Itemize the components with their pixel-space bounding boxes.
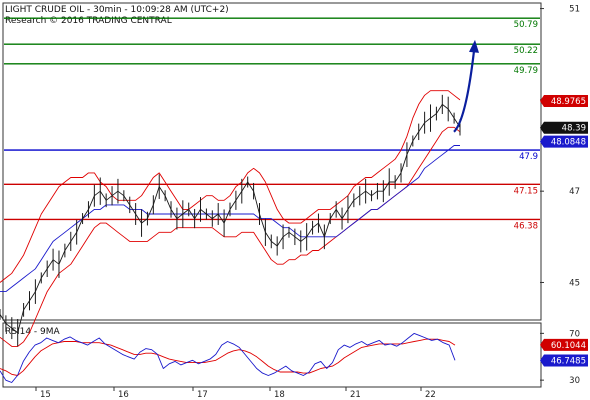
rsi-y-tick-label: 70 — [569, 329, 580, 339]
rsi-y-tick-label: 30 — [569, 376, 580, 386]
price-y-tick-label: 51 — [569, 5, 580, 15]
level-label-50.79: 50.79 — [514, 20, 538, 30]
x-tick-label: 18 — [274, 390, 285, 400]
price-badge-2-label: 48.0848 — [551, 138, 586, 148]
price-panel — [2, 2, 542, 321]
x-tick-label: 15 — [40, 390, 51, 400]
rsi-badge-0-label: 60.1044 — [551, 341, 586, 351]
bollinger-upper-line — [0, 90, 461, 283]
rsi-panel — [2, 322, 542, 388]
forecast-arrow — [453, 39, 479, 133]
rsi-line — [0, 332, 456, 383]
forecast-arrow-head — [469, 39, 479, 53]
rsi-badge-1-label: 46.7485 — [551, 357, 586, 367]
price-line — [0, 103, 461, 334]
x-tick-label: 22 — [425, 390, 436, 400]
price-badge-2-shape — [540, 135, 588, 148]
chart-title: LIGHT CRUDE OIL - 30min - 10:09:28 AM (U… — [5, 5, 229, 15]
rsi-title: RSI14 - 9MA — [5, 327, 61, 337]
price-badge-1-label: 48.39 — [562, 124, 586, 134]
price-series — [0, 94, 461, 347]
level-label-50.22: 50.22 — [514, 46, 538, 56]
price-y-tick-label: 47 — [569, 187, 580, 197]
x-tick-label: 21 — [350, 390, 361, 400]
x-tick-label: 17 — [197, 390, 208, 400]
forecast-arrow-shaft — [453, 50, 476, 133]
x-tick-label: 16 — [118, 390, 129, 400]
level-label-47.15: 47.15 — [514, 186, 538, 196]
axes: 454749513070151617182122 — [35, 5, 580, 400]
price-badge-0-shape — [540, 94, 588, 107]
level-label-49.79: 49.79 — [514, 66, 538, 76]
rsi-badge-0-shape — [540, 338, 588, 351]
chart-source: Research © 2016 TRADING CENTRAL — [5, 16, 172, 26]
level-label-47.9: 47.9 — [519, 152, 538, 162]
value-badges: 48.9765 48.39 48.0848 60.1044 46.7485 — [540, 94, 588, 367]
level-label-46.38: 46.38 — [514, 221, 538, 231]
rsi-badge-1-shape — [540, 354, 588, 367]
rsi-ma-line — [0, 338, 456, 376]
price-y-tick-label: 45 — [569, 278, 580, 288]
price-badge-1-shape — [540, 121, 588, 134]
price-badge-0-label: 48.9765 — [551, 97, 586, 107]
rsi-series — [0, 332, 456, 383]
